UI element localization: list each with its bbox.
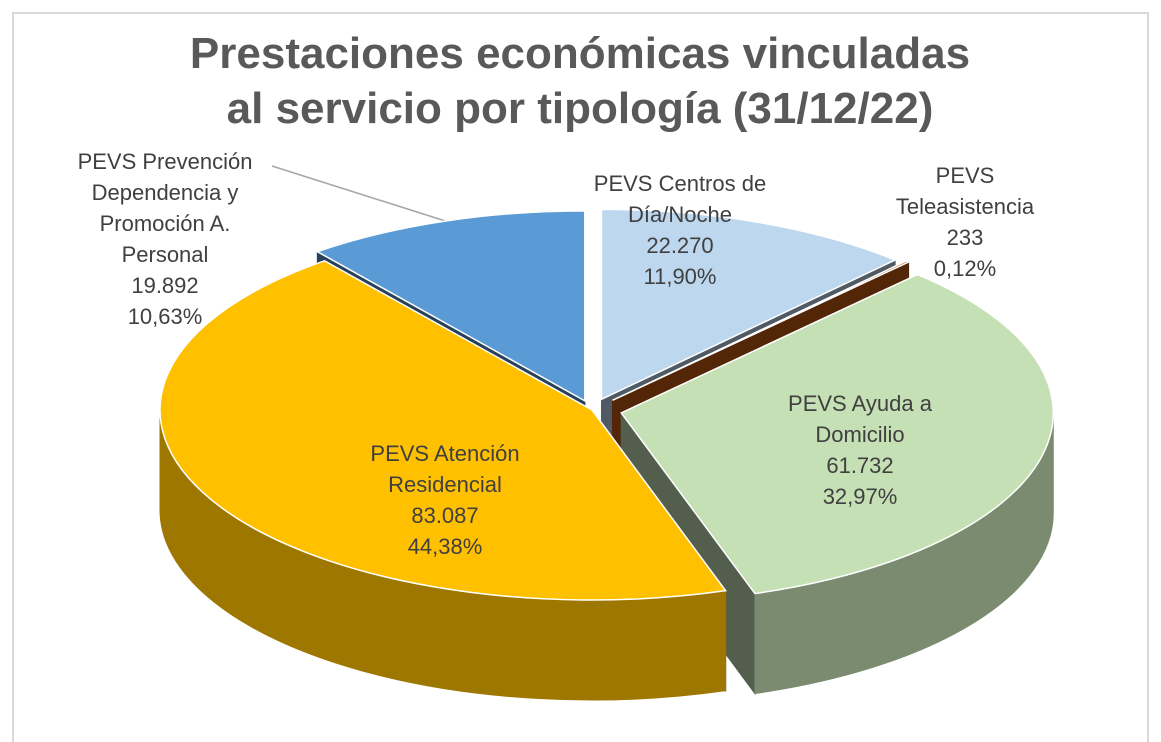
label-name: PEVS Prevención Dependencia y Promoción … <box>77 149 253 267</box>
data-label: PEVS Atención Residencial 83.087 44,38% <box>335 438 555 562</box>
chart-title: Prestaciones económicas vinculadas al se… <box>189 29 971 133</box>
label-value: 19.892 <box>131 273 199 298</box>
data-label: PEVS Teleasistencia 233 0,12% <box>880 160 1050 284</box>
pie-slice <box>620 273 1054 595</box>
label-value: 83.087 <box>411 503 479 528</box>
data-label: PEVS Prevención Dependencia y Promoción … <box>55 146 275 332</box>
data-label: PEVS Ayuda a Domicilio 61.732 32,97% <box>750 388 970 512</box>
pie-slice <box>600 208 898 401</box>
label-value: 61.732 <box>826 453 894 478</box>
pie-slice <box>612 260 911 402</box>
label-percent: 32,97% <box>822 484 898 509</box>
label-name: PEVS Atención Residencial <box>370 441 520 497</box>
label-value: 233 <box>946 225 984 250</box>
label-value: 22.270 <box>646 233 714 258</box>
label-name: PEVS Centros de Día/Noche <box>593 171 767 227</box>
chart-frame <box>12 12 1149 742</box>
label-percent: 11,90% <box>643 264 717 289</box>
pie-slice <box>315 210 586 403</box>
label-percent: 10,63% <box>127 304 203 329</box>
label-percent: 0,12% <box>933 256 997 281</box>
label-percent: 44,38% <box>407 534 483 559</box>
data-label: PEVS Centros de Día/Noche 22.270 11,90% <box>565 168 795 292</box>
label-name: PEVS Teleasistencia <box>895 163 1035 219</box>
label-name: PEVS Ayuda a Domicilio <box>788 391 932 447</box>
pie-slice <box>159 259 728 601</box>
slice-tops <box>159 208 1054 601</box>
